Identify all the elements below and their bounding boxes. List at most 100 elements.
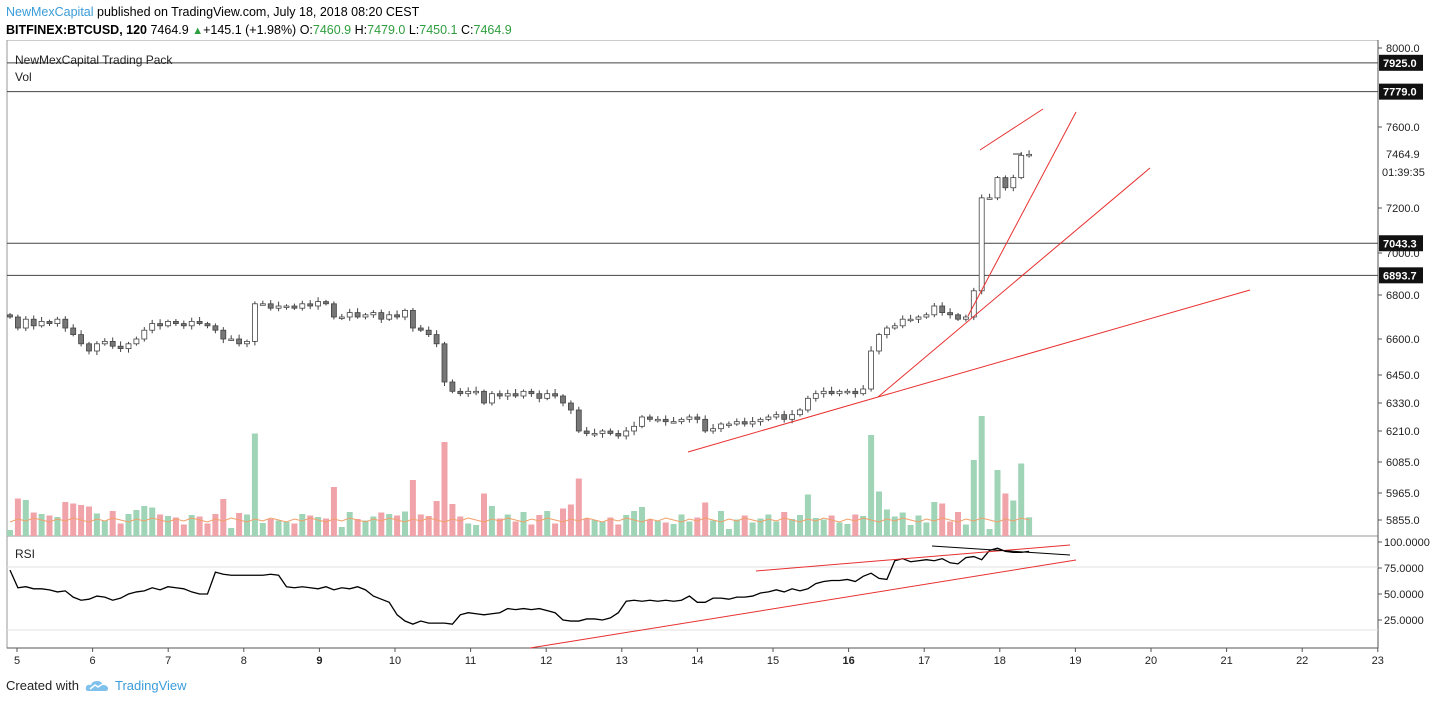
volume-bar: [733, 519, 740, 536]
horizontal-levels[interactable]: 7925.0 7779.0 7043.3 6893.7: [7, 54, 1423, 284]
volume-bar: [797, 515, 803, 536]
candle-body: [14, 316, 21, 329]
high-value: 7479.0: [367, 23, 406, 37]
rsi-trendline-lower[interactable]: [529, 559, 1077, 649]
candle-body: [1002, 177, 1009, 189]
high-label: H:: [354, 23, 368, 37]
candle-body: [836, 390, 843, 395]
candle-body: [441, 343, 448, 383]
low-value: 7450.1: [419, 23, 458, 37]
time-tick-label: 20: [1145, 655, 1157, 667]
candle-body: [639, 416, 645, 427]
trendline-fan-2[interactable]: [877, 167, 1151, 398]
tradingview-link[interactable]: TradingView: [114, 678, 187, 693]
rsi-tick-label: 75.0000: [1384, 563, 1424, 575]
open-value: 7460.9: [312, 23, 352, 37]
candle-body: [394, 314, 401, 318]
volume-bar: [852, 514, 859, 536]
volume-bar: [994, 470, 1001, 536]
volume-bar: [860, 516, 867, 536]
rsi-trendline-black[interactable]: [931, 545, 1071, 556]
price-tick-label: 7600.0: [1386, 122, 1420, 134]
volume-bar: [1018, 463, 1025, 536]
rsi-trendlines[interactable]: [529, 544, 1077, 649]
candle-body: [623, 430, 630, 437]
volume-bar: [291, 523, 298, 536]
price-trendlines[interactable]: [687, 108, 1251, 453]
volume-bar: [789, 519, 796, 536]
volume-bar: [891, 516, 898, 536]
level-tag-label: 7043.3: [1383, 238, 1417, 250]
candle-body: [915, 316, 922, 320]
candle-body: [694, 416, 701, 420]
price-axis[interactable]: 8000.0 7600.0 7200.0 7000.0 6800.0 6600.0 6450…: [1378, 43, 1420, 527]
volume-bar: [883, 509, 890, 536]
volume-moving-average: [9, 517, 1030, 523]
candle-body: [820, 390, 827, 395]
candle-body: [473, 390, 480, 394]
volume-bar: [773, 521, 780, 536]
candle-body: [686, 416, 693, 420]
candle-body: [662, 418, 669, 423]
candle-body: [386, 314, 393, 320]
publisher-name[interactable]: NewMexCapital: [6, 5, 94, 19]
volume-bar: [607, 517, 614, 536]
candle-body: [315, 301, 322, 307]
candle-body: [544, 393, 551, 399]
rsi-trendline-upper[interactable]: [755, 544, 1071, 572]
volume-bar: [876, 491, 882, 536]
candle-body: [726, 423, 732, 426]
volume-bar: [757, 518, 764, 536]
price-tick-label: 6085.0: [1386, 457, 1420, 469]
footer: Created with TradingView: [6, 678, 187, 693]
candle-body: [283, 305, 290, 308]
candle-body: [970, 290, 977, 318]
candle-body: [994, 177, 1001, 199]
level-tag-label: 6893.7: [1383, 270, 1417, 282]
volume-bar: [955, 512, 961, 536]
candle-body: [204, 323, 211, 327]
rsi-pane[interactable]: [6, 535, 1379, 649]
volume-bar: [275, 520, 282, 536]
candle-body: [259, 303, 266, 306]
candle-body: [568, 402, 574, 411]
volume-bar: [433, 501, 440, 536]
time-tick-label: 14: [691, 655, 703, 667]
trendline-top[interactable]: [979, 108, 1044, 151]
volume-bar: [172, 517, 179, 536]
volume-bar: [220, 499, 227, 536]
candle-body: [575, 409, 582, 432]
volume-bar: [251, 433, 258, 536]
volume-bar: [702, 502, 709, 536]
volume-bar: [1010, 500, 1017, 536]
trendline-fan-1[interactable]: [877, 289, 1251, 398]
trendline-fan-3[interactable]: [967, 111, 1077, 317]
volume-bar: [449, 504, 456, 536]
volume-bar: [38, 514, 45, 536]
volume-bar: [678, 514, 685, 536]
volume-bar: [441, 442, 448, 536]
volume-bar: [259, 523, 266, 536]
volume-bar: [165, 516, 171, 536]
price-pane[interactable]: [6, 40, 1379, 537]
candle-body: [868, 350, 874, 390]
volume-bar: [970, 460, 977, 536]
rsi-axis[interactable]: 100.0000 75.0000 50.0000 25.0000: [1378, 537, 1430, 627]
trendline-support[interactable]: [687, 396, 879, 453]
volume-bar: [86, 506, 92, 536]
chart-canvas[interactable]: 7925.0 7779.0 7043.3 6893.7 NewMexCapital T…: [0, 40, 1444, 670]
candle-body: [346, 312, 353, 318]
candle-body: [947, 312, 953, 316]
volume-bar: [46, 515, 53, 536]
volume-bar: [615, 524, 622, 536]
time-tick-label: 8: [241, 655, 247, 667]
volume-bar: [915, 515, 922, 536]
volume-bar: [583, 518, 590, 536]
price-tick-label: 7200.0: [1386, 203, 1420, 215]
candle-body: [1018, 154, 1025, 179]
time-axis[interactable]: 5 6 7 8 9 10 11 12 13 14 15 16 17 18 19 20 21 22 23: [14, 648, 1384, 667]
candle-body: [986, 197, 993, 200]
price-tick-label: 6600.0: [1386, 334, 1420, 346]
rsi-line: [9, 547, 1030, 625]
candle-body: [46, 320, 53, 324]
